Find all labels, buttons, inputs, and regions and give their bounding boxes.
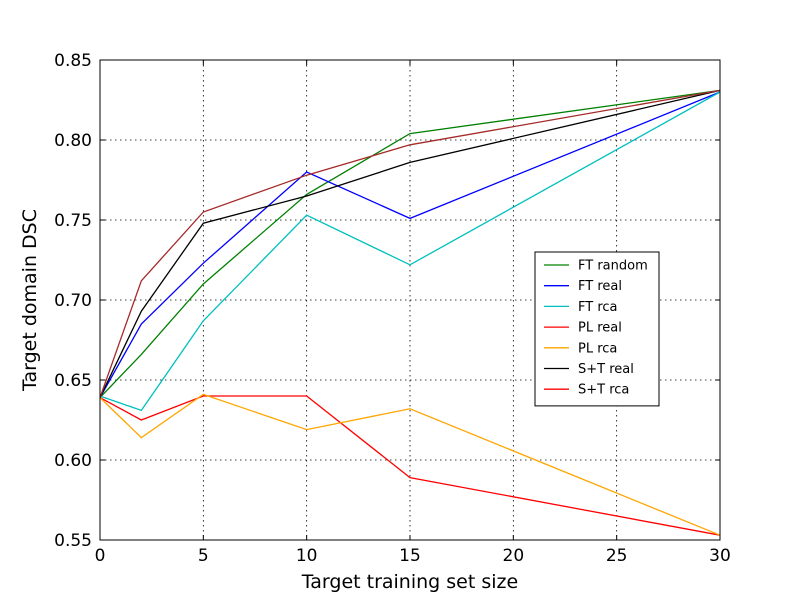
y-tick-label: 0.70 <box>54 291 92 311</box>
y-axis-label: Target domain DSC <box>19 209 41 392</box>
axis-ticks <box>99 59 721 541</box>
legend-label: PL rca <box>578 341 617 356</box>
legend-label: FT rca <box>578 300 618 315</box>
x-tick-label: 10 <box>296 546 318 566</box>
legend-label: S+T real <box>578 362 634 377</box>
legend: FT random FT real FT rca PL real PL rca S+T r… <box>534 251 660 407</box>
x-tick-label: 15 <box>399 546 421 566</box>
series-line-pl-real <box>99 395 721 536</box>
legend-box <box>534 251 660 407</box>
legend-label: FT real <box>578 279 622 294</box>
x-axis-label: Target training set size <box>301 571 518 593</box>
y-tick-label: 0.80 <box>54 131 92 151</box>
x-tick-label: 20 <box>503 546 525 566</box>
legend-label: PL real <box>578 321 622 336</box>
legend-label: S+T rca <box>578 383 629 398</box>
x-tick-label: 30 <box>709 546 731 566</box>
y-tick-label: 0.85 <box>54 51 92 71</box>
x-tick-label: 5 <box>198 546 209 566</box>
y-tick-label: 0.55 <box>54 531 92 551</box>
y-tick-label: 0.60 <box>54 451 92 471</box>
legend-label: FT random <box>578 259 648 274</box>
series-line-s-plus-t-rca <box>99 89 721 398</box>
series-line-ft-rca <box>99 91 721 412</box>
series-line-ft-random <box>99 89 721 399</box>
series-lines <box>99 89 721 536</box>
tick-labels: 0 5 10 15 20 25 30 0.55 0.60 0.65 0.70 0.75 0.80 0.85 <box>54 51 731 566</box>
y-tick-label: 0.65 <box>54 371 92 391</box>
series-line-s-plus-t-real <box>99 89 721 398</box>
y-tick-label: 0.75 <box>54 211 92 231</box>
x-tick-label: 0 <box>95 546 106 566</box>
series-line-pl-rca <box>99 393 721 536</box>
series-line-ft-real <box>99 91 721 398</box>
x-tick-label: 25 <box>606 546 628 566</box>
